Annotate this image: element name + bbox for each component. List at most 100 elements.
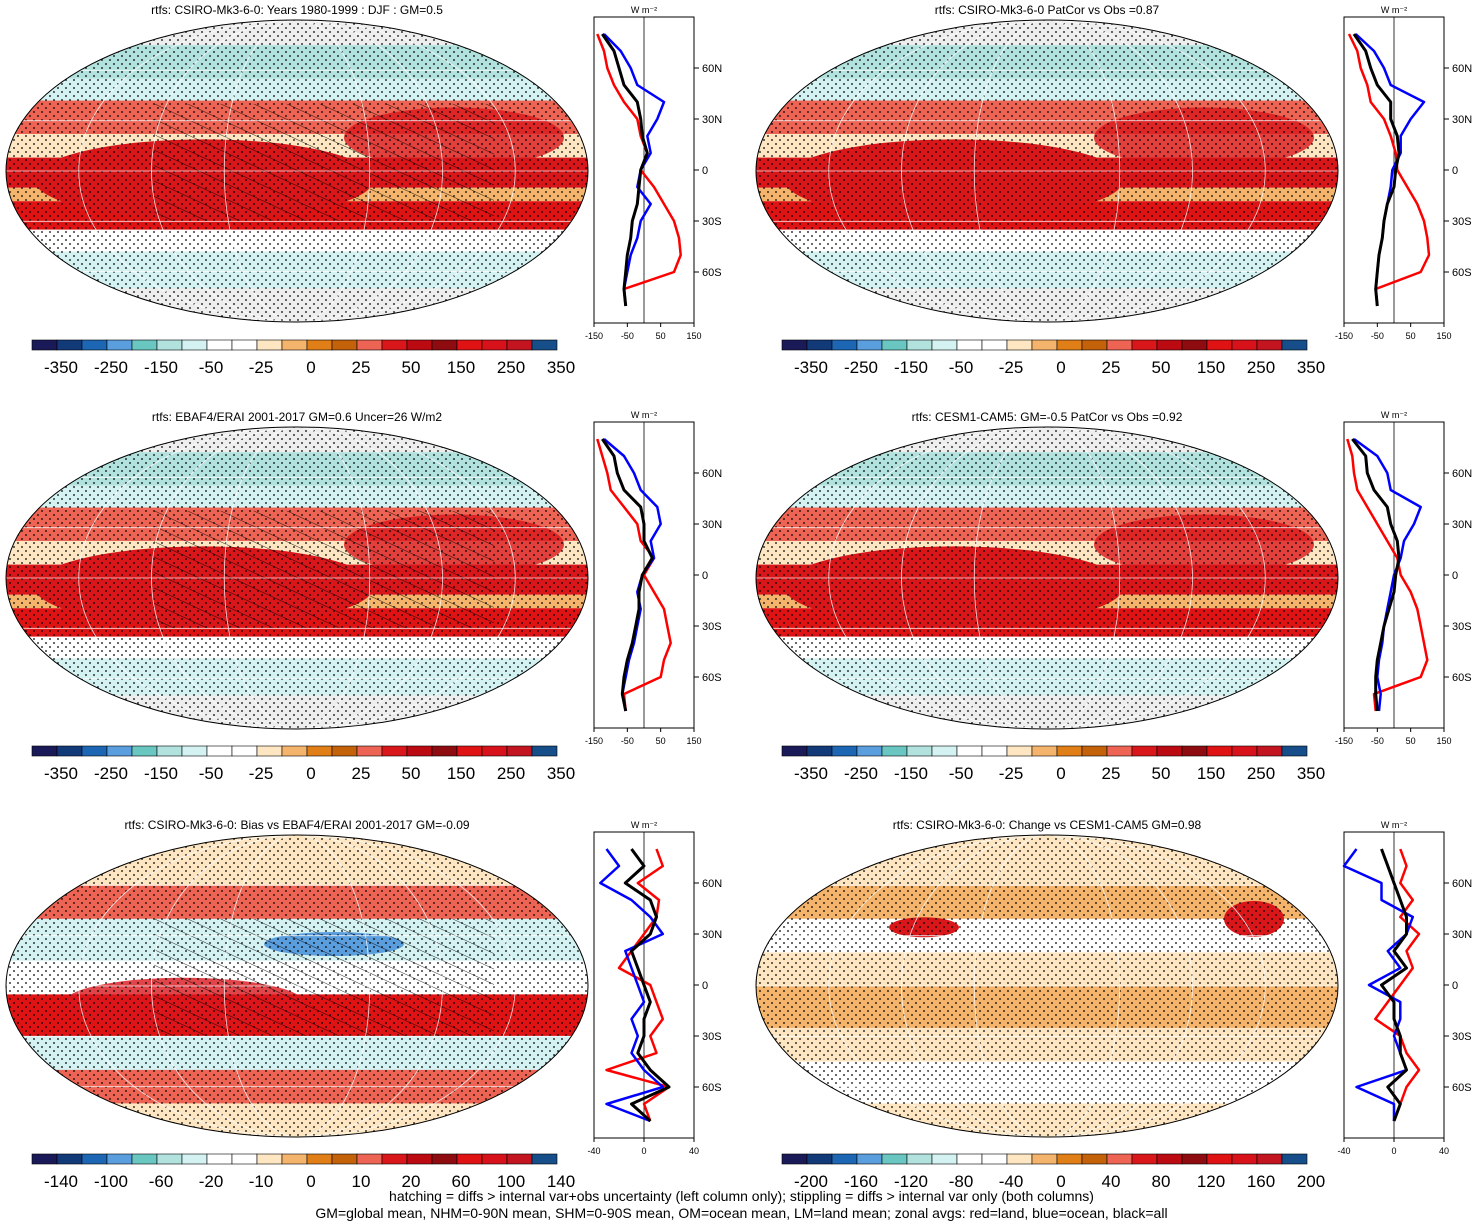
colorbar-label: -80 bbox=[949, 1172, 974, 1191]
colorbar-swatch bbox=[106, 745, 133, 757]
colorbar-label: -150 bbox=[144, 358, 178, 377]
x-tick-label: 150 bbox=[1436, 736, 1451, 746]
panel-title: rtfs: CSIRO-Mk3-6-0: Change vs CESM1-CAM… bbox=[892, 818, 1202, 832]
colorbar-swatch bbox=[356, 339, 383, 351]
graticule bbox=[6, 835, 588, 1137]
colorbar-swatch bbox=[306, 339, 333, 351]
map-outline bbox=[755, 834, 1339, 1138]
colorbar-swatch bbox=[256, 1153, 283, 1165]
colorbar-label: -25 bbox=[999, 358, 1024, 377]
colorbar-swatch bbox=[156, 339, 183, 351]
series-line-ocean bbox=[1353, 437, 1422, 712]
colorbar-label: -25 bbox=[999, 764, 1024, 783]
colorbar-label: 350 bbox=[547, 764, 575, 783]
colorbar-label: 25 bbox=[352, 358, 371, 377]
colorbar-label: 25 bbox=[352, 764, 371, 783]
lat-tick-label: 60S bbox=[702, 267, 722, 279]
colorbar-label: 60 bbox=[452, 1172, 471, 1191]
colorbar-swatch bbox=[1131, 745, 1158, 757]
colorbar: -200 -160 -120 -80 -40 0 40 80 120 160 200 bbox=[781, 1153, 1325, 1191]
colorbar-swatch bbox=[1131, 1153, 1158, 1165]
colorbar-swatch bbox=[1056, 745, 1083, 757]
colorbar-swatch bbox=[506, 745, 533, 757]
colorbar-swatch bbox=[806, 1153, 833, 1165]
lat-tick-label: 30N bbox=[702, 519, 722, 531]
colorbar-label: -40 bbox=[999, 1172, 1024, 1191]
colorbar-swatch bbox=[481, 339, 508, 351]
colorbar-swatch bbox=[531, 745, 558, 757]
x-tick-label: -40 bbox=[587, 1146, 600, 1156]
colorbar-swatch bbox=[506, 339, 533, 351]
colorbar-label: 250 bbox=[1247, 358, 1275, 377]
colorbar-label: 150 bbox=[447, 358, 475, 377]
map-outline bbox=[5, 426, 589, 730]
colorbar-swatch bbox=[31, 745, 58, 757]
colorbar-label: -10 bbox=[249, 1172, 274, 1191]
colorbar-swatch bbox=[1156, 1153, 1183, 1165]
colorbar-swatch bbox=[306, 745, 333, 757]
colorbar-swatch bbox=[206, 745, 233, 757]
graticule bbox=[756, 835, 1338, 1137]
lat-tick-label: 60S bbox=[1452, 672, 1472, 684]
colorbar-swatch bbox=[281, 339, 308, 351]
lat-tick-label: 30N bbox=[1452, 929, 1472, 941]
colorbar-swatch bbox=[431, 339, 458, 351]
colorbar-swatch bbox=[206, 339, 233, 351]
colorbar-swatch bbox=[1081, 1153, 1108, 1165]
series-line-land bbox=[1374, 848, 1421, 1122]
colorbar-label: -250 bbox=[94, 358, 128, 377]
colorbar-swatch bbox=[1006, 1153, 1033, 1165]
colorbar-swatch bbox=[1206, 1153, 1233, 1165]
colorbar-swatch bbox=[406, 745, 433, 757]
colorbar-swatch bbox=[1256, 745, 1283, 757]
series-line-ocean bbox=[1354, 33, 1426, 307]
colorbar-swatch bbox=[331, 745, 358, 757]
colorbar-swatch bbox=[1106, 339, 1133, 351]
x-tick-label: 50 bbox=[1406, 331, 1416, 341]
colorbar-label: -250 bbox=[844, 764, 878, 783]
colorbar-label: -350 bbox=[794, 358, 828, 377]
global-map bbox=[5, 19, 589, 323]
lat-tick-label: 60S bbox=[1452, 267, 1472, 279]
x-tick-label: -50 bbox=[621, 331, 634, 341]
colorbar-swatch bbox=[81, 1153, 108, 1165]
lat-tick-label: 60N bbox=[702, 63, 722, 75]
colorbar-label: 0 bbox=[306, 358, 315, 377]
colorbar-swatch bbox=[56, 1153, 83, 1165]
colorbar-swatch bbox=[1231, 745, 1258, 757]
colorbar-swatch bbox=[931, 1153, 958, 1165]
lat-tick-label: 30S bbox=[1452, 1031, 1472, 1043]
series-line-all bbox=[1380, 848, 1408, 1122]
colorbar-swatch bbox=[106, 339, 133, 351]
x-tick-label: 150 bbox=[686, 736, 701, 746]
colorbar-swatch bbox=[1106, 1153, 1133, 1165]
colorbar-swatch bbox=[956, 1153, 983, 1165]
colorbar-label: -150 bbox=[894, 358, 928, 377]
colorbar-label: -50 bbox=[949, 764, 974, 783]
colorbar-swatch bbox=[381, 339, 408, 351]
series-line-all bbox=[623, 848, 671, 1123]
colorbar-swatch bbox=[781, 745, 808, 757]
map-outline bbox=[5, 834, 589, 1138]
colorbar-label: -50 bbox=[199, 764, 224, 783]
colorbar-label: 50 bbox=[402, 358, 421, 377]
colorbar-label: -150 bbox=[144, 764, 178, 783]
colorbar-swatch bbox=[156, 745, 183, 757]
series-line-all bbox=[1351, 438, 1401, 712]
colorbar-swatch bbox=[131, 745, 158, 757]
lat-tick-label: 60N bbox=[1452, 63, 1472, 75]
colorbar-swatch bbox=[856, 745, 883, 757]
global-map bbox=[755, 834, 1339, 1138]
colorbar-swatch bbox=[431, 745, 458, 757]
colorbar-swatch bbox=[306, 1153, 333, 1165]
colorbar-label: 200 bbox=[1297, 1172, 1325, 1191]
colorbar-label: -350 bbox=[794, 764, 828, 783]
colorbar-label: 20 bbox=[402, 1172, 421, 1191]
unit-label: W m⁻² bbox=[631, 5, 657, 15]
lat-tick-label: 30N bbox=[702, 929, 722, 941]
series-line-ocean bbox=[603, 438, 662, 712]
zonal-mean-plot: W m⁻² 60N 30N 0 30S 60S -150 -50 50 150 bbox=[585, 5, 722, 341]
colorbar-swatch bbox=[231, 1153, 258, 1165]
colorbar-swatch bbox=[456, 339, 483, 351]
colorbar-swatch bbox=[156, 1153, 183, 1165]
